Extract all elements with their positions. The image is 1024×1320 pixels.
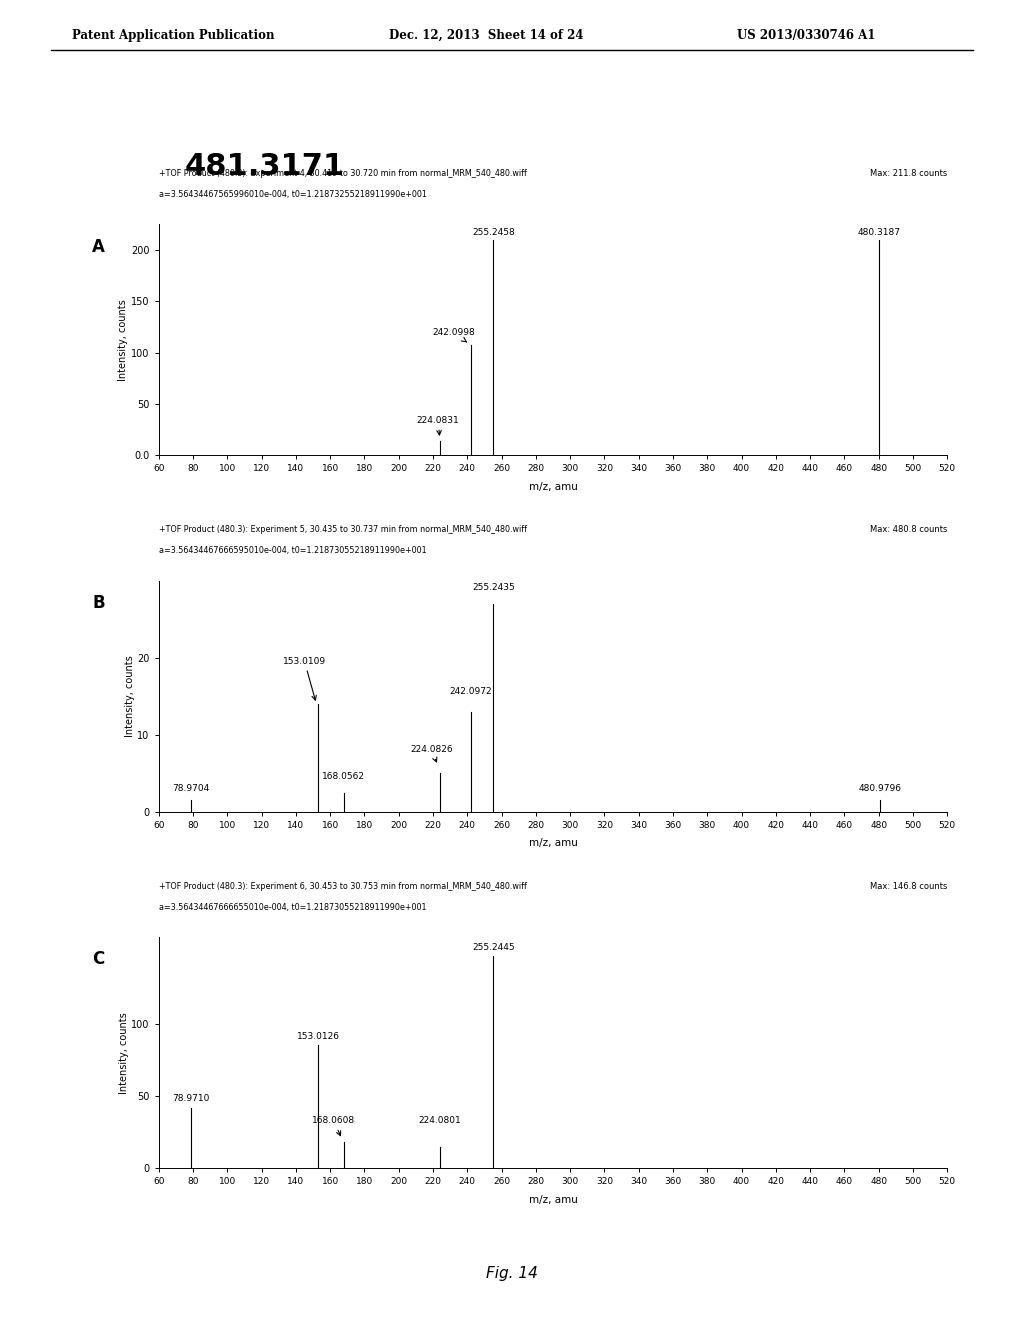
Y-axis label: Intensity, counts: Intensity, counts bbox=[119, 1012, 129, 1093]
Text: 224.0826: 224.0826 bbox=[410, 744, 453, 762]
Text: Max: 480.8 counts: Max: 480.8 counts bbox=[869, 525, 947, 535]
Text: Dec. 12, 2013  Sheet 14 of 24: Dec. 12, 2013 Sheet 14 of 24 bbox=[389, 29, 584, 42]
Text: 255.2445: 255.2445 bbox=[472, 942, 515, 952]
Text: 242.0972: 242.0972 bbox=[450, 688, 493, 697]
Text: 242.0998: 242.0998 bbox=[432, 329, 475, 342]
Y-axis label: Intensity, counts: Intensity, counts bbox=[119, 300, 128, 380]
Text: Patent Application Publication: Patent Application Publication bbox=[72, 29, 274, 42]
Text: a=3.56434467666655010e-004, t0=1.21873055218911990e+001: a=3.56434467666655010e-004, t0=1.2187305… bbox=[159, 903, 426, 912]
Text: 168.0608: 168.0608 bbox=[312, 1115, 355, 1135]
Text: 480.9796: 480.9796 bbox=[859, 784, 902, 792]
Text: 255.2435: 255.2435 bbox=[472, 583, 515, 593]
Text: a=3.56434467666595010e-004, t0=1.21873055218911990e+001: a=3.56434467666595010e-004, t0=1.2187305… bbox=[159, 546, 426, 556]
Text: +TOF Product (480.3): Experiment 5, 30.435 to 30.737 min from normal_MRM_540_480: +TOF Product (480.3): Experiment 5, 30.4… bbox=[159, 525, 526, 535]
Text: 224.0801: 224.0801 bbox=[419, 1115, 462, 1125]
Text: +TOF Product (480.3): Experiment 4, 30.419 to 30.720 min from normal_MRM_540_480: +TOF Product (480.3): Experiment 4, 30.4… bbox=[159, 169, 526, 178]
Text: Max: 211.8 counts: Max: 211.8 counts bbox=[870, 169, 947, 178]
X-axis label: m/z, amu: m/z, amu bbox=[528, 1195, 578, 1205]
Text: 78.9710: 78.9710 bbox=[173, 1094, 210, 1104]
Y-axis label: Intensity, counts: Intensity, counts bbox=[125, 656, 134, 737]
Text: C: C bbox=[92, 950, 104, 969]
X-axis label: m/z, amu: m/z, amu bbox=[528, 482, 578, 492]
Text: 255.2458: 255.2458 bbox=[472, 228, 515, 236]
Text: a=3.56434467565996010e-004, t0=1.21873255218911990e+001: a=3.56434467565996010e-004, t0=1.2187325… bbox=[159, 190, 427, 199]
Text: 168.0562: 168.0562 bbox=[323, 772, 366, 781]
Text: US 2013/0330746 A1: US 2013/0330746 A1 bbox=[737, 29, 876, 42]
Text: 78.9704: 78.9704 bbox=[173, 784, 210, 792]
Text: 224.0831: 224.0831 bbox=[417, 416, 460, 436]
Text: 481.3171: 481.3171 bbox=[184, 152, 344, 181]
Text: 480.3187: 480.3187 bbox=[858, 228, 901, 236]
Text: Max: 146.8 counts: Max: 146.8 counts bbox=[869, 882, 947, 891]
Text: 153.0126: 153.0126 bbox=[297, 1032, 340, 1041]
X-axis label: m/z, amu: m/z, amu bbox=[528, 838, 578, 849]
Text: A: A bbox=[92, 238, 105, 256]
Text: Fig. 14: Fig. 14 bbox=[486, 1266, 538, 1280]
Text: 153.0109: 153.0109 bbox=[283, 656, 326, 700]
Text: B: B bbox=[92, 594, 104, 612]
Text: +TOF Product (480.3): Experiment 6, 30.453 to 30.753 min from normal_MRM_540_480: +TOF Product (480.3): Experiment 6, 30.4… bbox=[159, 882, 526, 891]
